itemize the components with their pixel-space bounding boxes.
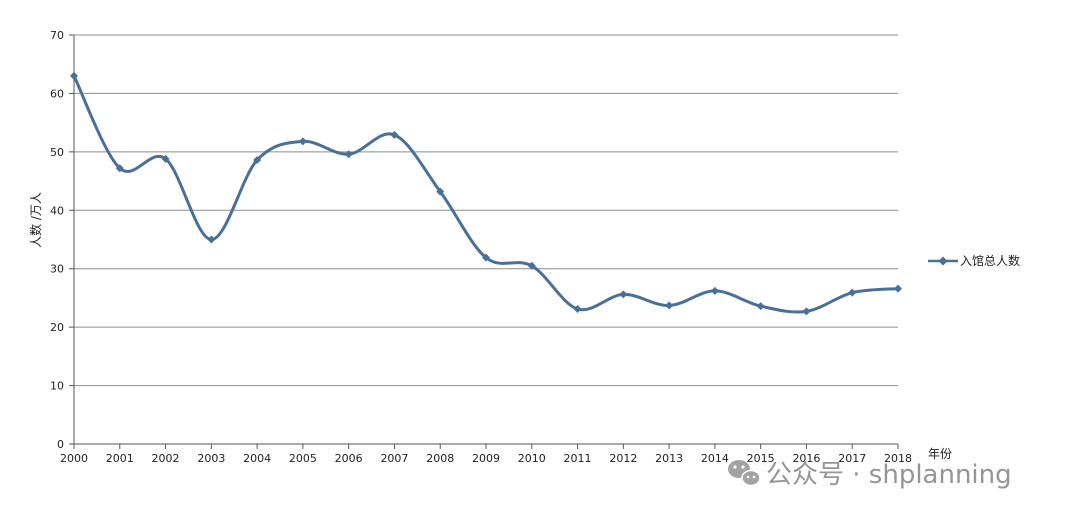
data-point-2011: [573, 305, 582, 314]
wechat-icon: [728, 460, 761, 487]
watermark: 公众号 · shplanning: [728, 460, 1012, 490]
data-point-2012: [619, 290, 628, 299]
x-tick-label: 2001: [106, 452, 134, 465]
y-axis-title: 人数 /万人: [28, 192, 43, 248]
data-point-2017: [848, 288, 857, 297]
data-point-2005: [298, 137, 307, 146]
x-tick-label: 2002: [152, 452, 180, 465]
x-tick-label: 2015: [747, 452, 775, 465]
data-point-2001: [115, 164, 124, 173]
x-tick-label: 2008: [426, 452, 454, 465]
y-tick-label: 20: [50, 321, 64, 334]
y-tick-label: 50: [50, 146, 64, 159]
y-tick-label: 0: [57, 438, 64, 451]
data-point-2003: [207, 235, 216, 244]
y-tick-label: 10: [50, 380, 64, 393]
x-axis-title: 年份: [928, 447, 952, 461]
x-tick-label: 2004: [243, 452, 271, 465]
data-point-2000: [70, 71, 78, 80]
data-point-2008: [436, 187, 445, 196]
x-tick-label: 2005: [289, 452, 317, 465]
axes: [73, 35, 898, 445]
x-tick-label: 2013: [655, 452, 683, 465]
y-tick-label: 60: [50, 87, 64, 100]
x-tick-label: 2017: [838, 452, 866, 465]
data-point-2006: [344, 150, 353, 159]
x-tick-label: 2014: [701, 452, 729, 465]
y-tick-label: 40: [50, 204, 64, 217]
data-point-2009: [482, 253, 490, 262]
data-point-2015: [756, 302, 765, 311]
data-point-2013: [665, 301, 674, 310]
x-tick-label: 2012: [609, 452, 637, 465]
data-point-2014: [710, 286, 719, 295]
x-tick-label: 2006: [335, 452, 363, 465]
gridlines: [69, 34, 898, 445]
x-tick-label: 2000: [60, 452, 88, 465]
x-tick-label: 2018: [884, 452, 912, 465]
x-tick-labels: 2000 2001 2002 2003 2004 2005 2006 2007 2008 2009…: [60, 444, 912, 465]
legend-label: 入馆总人数: [960, 253, 1020, 268]
legend-marker: [938, 256, 948, 266]
y-tick-label: 30: [50, 263, 64, 276]
data-point-2016: [802, 307, 811, 316]
series-group: [70, 71, 902, 316]
y-tick-labels: 0 10 20 30 40 50 60 70: [50, 29, 64, 451]
data-point-2002: [161, 154, 170, 163]
watermark-text: 公众号 · shplanning: [766, 460, 1012, 490]
x-tick-label: 2016: [792, 452, 820, 465]
x-tick-label: 2011: [564, 452, 592, 465]
series-line: [72, 74, 900, 314]
x-tick-label: 2007: [380, 452, 408, 465]
legend: 入馆总人数: [928, 253, 1020, 268]
x-tick-label: 2003: [197, 452, 225, 465]
y-tick-label: 70: [50, 29, 64, 42]
data-point-2004: [253, 156, 262, 165]
data-point-2018: [894, 284, 902, 293]
data-point-2010: [527, 261, 536, 270]
x-tick-label: 2009: [472, 452, 500, 465]
data-point-2007: [390, 130, 399, 139]
x-tick-label: 2010: [518, 452, 546, 465]
